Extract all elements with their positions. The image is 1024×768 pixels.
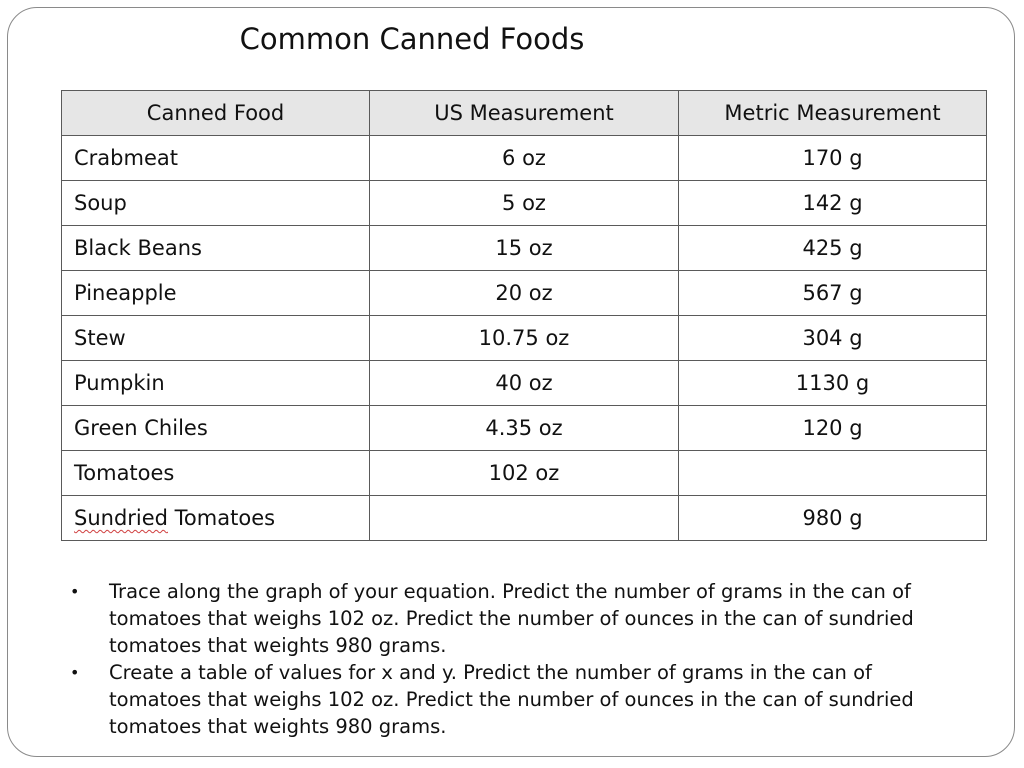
instruction-text: Trace along the graph of your equation. …: [109, 580, 914, 657]
food-name-cell: Pineapple: [61, 270, 370, 316]
instruction-list: • Trace along the graph of your equation…: [70, 578, 970, 740]
metric-measurement-cell: 980 g: [678, 495, 987, 541]
canned-foods-table: Canned Food US Measurement Metric Measur…: [61, 90, 987, 541]
metric-measurement-cell: 1130 g: [678, 360, 987, 406]
us-measurement-cell: 6 oz: [369, 135, 679, 181]
metric-measurement-cell: 170 g: [678, 135, 987, 181]
food-name-cell: Sundried Tomatoes: [61, 495, 370, 541]
us-measurement-cell: 4.35 oz: [369, 405, 679, 451]
metric-measurement-cell: 425 g: [678, 225, 987, 271]
header-metric-measurement: Metric Measurement: [678, 90, 987, 136]
us-measurement-cell: 10.75 oz: [369, 315, 679, 361]
table-row: Soup 5 oz 142 g: [61, 180, 987, 226]
bullet-icon: •: [70, 582, 80, 601]
table-row: Pineapple 20 oz 567 g: [61, 270, 987, 316]
food-name-cell: Tomatoes: [61, 450, 370, 496]
table-row: Crabmeat 6 oz 170 g: [61, 135, 987, 181]
food-name-cell: Crabmeat: [61, 135, 370, 181]
header-canned-food: Canned Food: [61, 90, 370, 136]
table-row: Pumpkin 40 oz 1130 g: [61, 360, 987, 406]
bullet-icon: •: [70, 663, 80, 682]
us-measurement-cell: 40 oz: [369, 360, 679, 406]
table-header-row: Canned Food US Measurement Metric Measur…: [61, 90, 987, 136]
table-row: Black Beans 15 oz 425 g: [61, 225, 987, 271]
metric-measurement-cell: 304 g: [678, 315, 987, 361]
us-measurement-cell: 15 oz: [369, 225, 679, 271]
table-row: Tomatoes 102 oz: [61, 450, 987, 496]
list-item: • Create a table of values for x and y. …: [70, 659, 970, 740]
header-us-measurement: US Measurement: [369, 90, 679, 136]
food-name-cell: Stew: [61, 315, 370, 361]
food-name-cell: Black Beans: [61, 225, 370, 271]
table-row: Green Chiles 4.35 oz 120 g: [61, 405, 987, 451]
food-name-cell: Soup: [61, 180, 370, 226]
metric-measurement-cell: 142 g: [678, 180, 987, 226]
page-title: Common Canned Foods: [239, 22, 585, 56]
us-measurement-cell: 5 oz: [369, 180, 679, 226]
spellcheck-flagged-word: Sundried: [74, 506, 168, 530]
food-name-cell: Pumpkin: [61, 360, 370, 406]
us-measurement-cell: [369, 495, 679, 541]
instruction-text: Create a table of values for x and y. Pr…: [109, 661, 914, 738]
list-item: • Trace along the graph of your equation…: [70, 578, 970, 659]
table-row: Stew 10.75 oz 304 g: [61, 315, 987, 361]
metric-measurement-cell: 120 g: [678, 405, 987, 451]
table-row: Sundried Tomatoes 980 g: [61, 495, 987, 541]
food-name-rest: Tomatoes: [168, 506, 276, 530]
metric-measurement-cell: 567 g: [678, 270, 987, 316]
us-measurement-cell: 102 oz: [369, 450, 679, 496]
food-name-cell: Green Chiles: [61, 405, 370, 451]
us-measurement-cell: 20 oz: [369, 270, 679, 316]
metric-measurement-cell: [678, 450, 987, 496]
